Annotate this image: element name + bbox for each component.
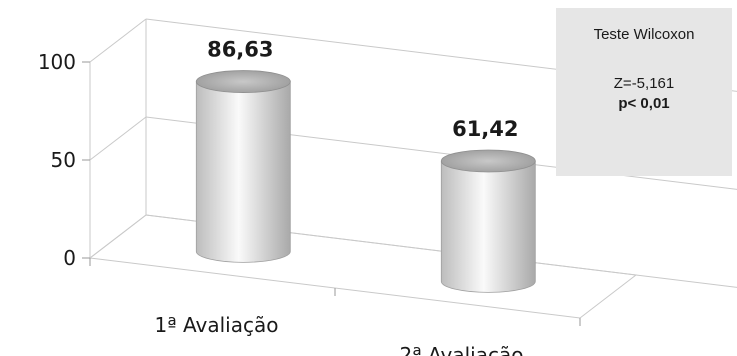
side-gridline [89,214,147,259]
cylinder-top [195,70,291,93]
side-gridline [89,116,147,161]
category-label: 1ª Avaliação [155,313,279,337]
cylinder-bar: 86,63 [195,38,291,263]
category-label: 2ª Avaliação [400,343,524,356]
bars: 86,63 61,42 [195,38,536,293]
y-tick-label: 0 [63,246,76,270]
wilcoxon-stats-box: Teste Wilcoxon Z=-5,161 p< 0,01 [556,8,732,176]
cylinder-top [440,149,536,173]
data-label: 86,63 [207,38,273,62]
y-axis-ticks: 0 50 100 [38,50,76,270]
stats-title: Teste Wilcoxon [593,26,695,43]
floor-outline [88,214,638,319]
cylinder-bar: 61,42 [440,117,536,293]
stats-p-value: p< 0,01 [618,95,670,112]
category-labels: 1ª Avaliação 2ª Avaliação [155,313,524,356]
cylinder-body [195,81,291,263]
y-tick-label: 100 [38,50,76,74]
cylinder-body [440,160,536,293]
data-label: 61,42 [452,117,518,141]
side-gridline [89,18,147,63]
stats-z-value: Z=-5,161 [613,75,675,92]
y-tick-label: 50 [51,148,76,172]
